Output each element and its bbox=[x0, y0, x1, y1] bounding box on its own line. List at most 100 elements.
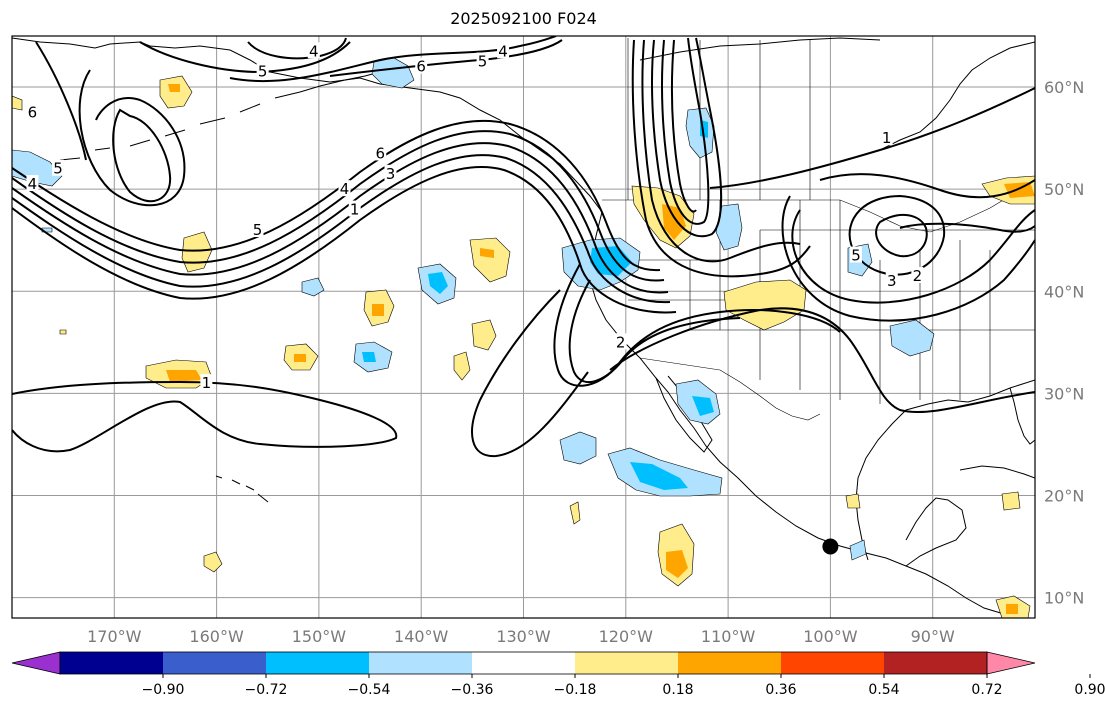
hawaii-islands bbox=[215, 475, 269, 503]
pos-area bbox=[1004, 182, 1035, 198]
contour-line bbox=[12, 119, 661, 272]
contour-label-bg bbox=[52, 159, 65, 176]
contour-label-bg bbox=[200, 374, 213, 391]
pos-area bbox=[12, 95, 23, 111]
contour-line bbox=[875, 213, 928, 258]
pos-area bbox=[166, 370, 202, 382]
contour-line bbox=[631, 39, 811, 278]
lat-tick-label: 10°N bbox=[1044, 589, 1084, 608]
pos-area bbox=[662, 204, 686, 240]
lon-tick-label: 120°W bbox=[599, 627, 654, 646]
latitude-labels: 10°N 20°N 30°N 40°N 50°N 60°N bbox=[1044, 78, 1084, 608]
contour-label: 3 bbox=[887, 272, 897, 290]
contour-label-bg bbox=[614, 333, 627, 350]
contour-line bbox=[471, 289, 589, 458]
us-mexico-border bbox=[639, 357, 821, 421]
lon-tick-label: 100°W bbox=[803, 627, 858, 646]
contour-line bbox=[12, 380, 398, 453]
colorbar-tick-label: 0.72 bbox=[971, 682, 1002, 698]
contour-line bbox=[671, 39, 697, 213]
neg-area bbox=[362, 352, 376, 362]
pos-area bbox=[168, 84, 180, 92]
colorbar-tick-label: −0.72 bbox=[245, 682, 288, 698]
lat-tick-label: 40°N bbox=[1044, 282, 1084, 301]
neg-area bbox=[849, 539, 867, 561]
colorbar-tick-label: −0.36 bbox=[451, 682, 494, 698]
colorbar-segment bbox=[678, 652, 782, 674]
contour-label-bg bbox=[497, 42, 510, 59]
contour-label: 4 bbox=[340, 180, 350, 198]
alaska-peninsula bbox=[299, 71, 381, 93]
lat-tick-label: 50°N bbox=[1044, 180, 1084, 199]
neg-area bbox=[301, 277, 325, 297]
lat-tick-label: 60°N bbox=[1044, 78, 1084, 97]
contour-label: 6 bbox=[376, 144, 386, 162]
contour-line bbox=[651, 37, 723, 238]
gulf-coast bbox=[855, 379, 1035, 561]
contour-label-bg bbox=[476, 52, 489, 69]
contour-label: 5 bbox=[258, 63, 268, 81]
contour-label: 3 bbox=[386, 165, 396, 183]
contour-line bbox=[112, 108, 172, 203]
lon-tick-label: 110°W bbox=[701, 627, 756, 646]
contour-label-bg bbox=[384, 164, 397, 181]
contour-label-bg bbox=[307, 42, 320, 59]
colorbar-segment bbox=[163, 652, 267, 674]
pos-area bbox=[1001, 491, 1021, 511]
pos-area bbox=[203, 551, 223, 573]
coastlines bbox=[12, 37, 1035, 618]
contour-label-bg bbox=[415, 57, 428, 74]
colorbar bbox=[11, 651, 1036, 675]
neg-area bbox=[371, 57, 415, 89]
lon-tick-label: 150°W bbox=[292, 627, 347, 646]
colorbar-segment bbox=[369, 652, 473, 674]
storm-location-marker bbox=[822, 538, 839, 555]
contour-label: 4 bbox=[28, 175, 38, 193]
contour-line bbox=[819, 173, 1035, 199]
contour-label-bg bbox=[251, 221, 264, 237]
neg-area bbox=[715, 203, 743, 251]
yucatan bbox=[905, 497, 967, 567]
us-canada-border bbox=[602, 187, 1035, 233]
contour-label: 4 bbox=[309, 42, 319, 60]
contour-line bbox=[609, 307, 1035, 413]
contour-label: 6 bbox=[416, 58, 426, 76]
contour-label-bg bbox=[374, 144, 387, 161]
contour-label: 1 bbox=[882, 129, 892, 147]
neg-area bbox=[889, 319, 935, 357]
contour-label-bg bbox=[911, 266, 924, 283]
pos-area bbox=[480, 248, 494, 258]
contour-label: 6 bbox=[28, 104, 38, 122]
pos-area bbox=[666, 550, 688, 578]
contour-line bbox=[12, 142, 669, 294]
pos-area bbox=[845, 493, 861, 509]
contour-label: 5 bbox=[253, 221, 263, 239]
contour-line bbox=[229, 36, 557, 83]
colorbar-tick-label: −0.54 bbox=[348, 682, 391, 698]
contour-label: 5 bbox=[478, 53, 488, 71]
contour-label: 1 bbox=[202, 374, 212, 392]
contour-label: 5 bbox=[53, 160, 63, 178]
pos-area bbox=[294, 354, 306, 362]
contour-line bbox=[781, 195, 1035, 322]
us-west-coast bbox=[589, 211, 1021, 618]
hudson-bay bbox=[879, 41, 1035, 151]
gridlines bbox=[12, 36, 1035, 618]
contour-lines bbox=[12, 36, 1035, 458]
colorbar-extend-high bbox=[986, 651, 1036, 675]
contour-label: 2 bbox=[616, 333, 626, 351]
colorbar-segment bbox=[781, 652, 885, 674]
contour-line bbox=[78, 69, 186, 207]
neg-area bbox=[692, 396, 714, 416]
colorbar-tick-label: 0.18 bbox=[662, 682, 693, 698]
colorbar-segment bbox=[472, 652, 576, 674]
colorbar-tick-label: −0.90 bbox=[142, 682, 185, 698]
contour-line bbox=[661, 37, 710, 225]
contour-line bbox=[899, 222, 1035, 233]
lon-tick-label: 160°W bbox=[189, 627, 244, 646]
pos-area bbox=[453, 351, 471, 381]
colorbar-tick-label: 0.54 bbox=[868, 682, 899, 698]
contour-line bbox=[12, 166, 677, 314]
lat-tick-label: 20°N bbox=[1044, 486, 1084, 505]
contour-label-bg bbox=[26, 103, 39, 120]
